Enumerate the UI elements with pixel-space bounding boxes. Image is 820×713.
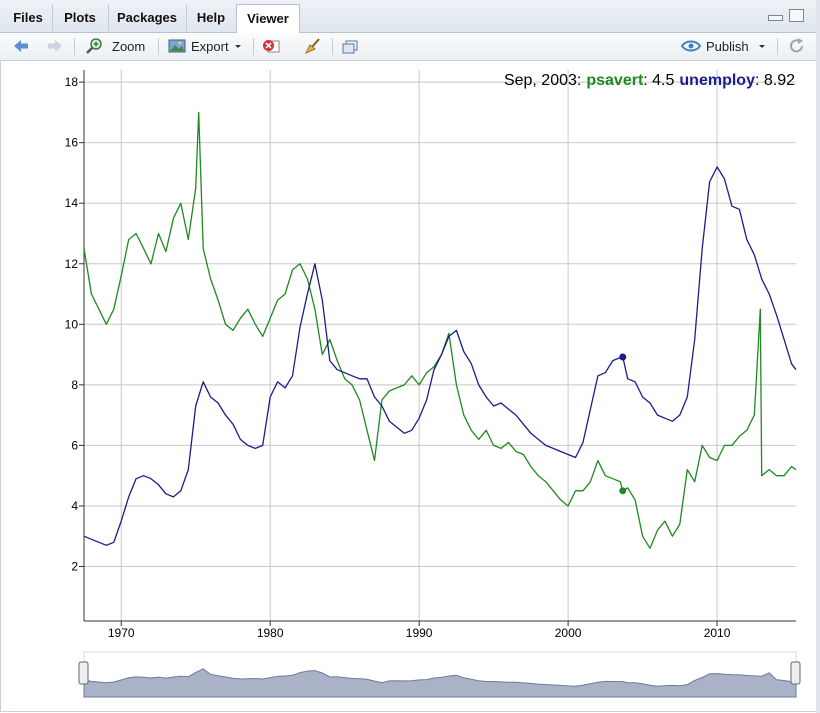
ytick-label-16: 16	[65, 136, 79, 150]
pane-edge	[816, 0, 820, 713]
series-line-psavert	[83, 111, 797, 549]
clear-all-broom-icon[interactable]	[304, 38, 322, 54]
xtick-label-2000: 2000	[555, 626, 582, 640]
legend-series-psavert: psavert	[586, 72, 644, 89]
remove-viewer-item-icon[interactable]	[262, 38, 280, 54]
chart-highlight-points	[619, 353, 627, 495]
maximize-icon[interactable]	[789, 9, 804, 22]
show-in-new-window-icon[interactable]	[342, 38, 360, 54]
publish-button[interactable]: Publish	[706, 39, 749, 54]
ytick-label-18: 18	[65, 75, 79, 89]
legend-series-unemploy: unemploy	[679, 72, 755, 89]
zoom-icon[interactable]	[86, 38, 104, 54]
tab-viewer[interactable]: Viewer	[236, 4, 300, 33]
tab-files[interactable]: Files	[4, 4, 53, 31]
legend-readout: Sep, 2003: psavert: 4.5 unemploy: 8.92	[504, 72, 795, 89]
range-selector	[78, 651, 801, 698]
chart-tick-labels: 2 4 6 8 10 12 14 16 18 1970 1980 1990 2000 2010	[65, 75, 731, 640]
ytick-label-4: 4	[71, 499, 78, 513]
tab-plots[interactable]: Plots	[52, 4, 109, 31]
highlight-point-unemploy	[619, 353, 627, 361]
export-button[interactable]: Export	[191, 39, 229, 54]
ytick-label-2: 2	[71, 560, 78, 574]
ytick-label-8: 8	[71, 378, 78, 392]
refresh-icon[interactable]	[788, 38, 806, 54]
chart-grid	[84, 70, 796, 621]
tab-packages[interactable]: Packages	[108, 4, 187, 31]
chart-axes	[79, 70, 796, 626]
xtick-label-1970: 1970	[108, 626, 135, 640]
range-selector-mini-plot	[83, 668, 797, 698]
ytick-label-14: 14	[65, 196, 79, 210]
publish-icon[interactable]	[680, 38, 702, 54]
zoom-button[interactable]: Zoom	[112, 39, 146, 54]
xtick-label-2010: 2010	[704, 626, 731, 640]
range-handle-right	[790, 661, 801, 685]
range-handle-left	[78, 661, 89, 685]
back-arrow-icon[interactable]	[12, 38, 30, 54]
ytick-label-10: 10	[65, 317, 79, 331]
chart-lines	[83, 111, 797, 549]
highlight-point-psavert	[619, 487, 627, 495]
export-icon[interactable]	[168, 38, 186, 54]
publish-dropdown-icon[interactable]	[757, 38, 767, 54]
minimize-icon[interactable]	[768, 15, 783, 21]
legend-date: Sep, 2003:	[504, 72, 581, 89]
legend-value-unemploy: 8.92	[764, 72, 795, 89]
pane-tabbar: Files Plots Packages Help Viewer	[0, 0, 820, 33]
legend-value-psavert: 4.5	[652, 72, 674, 89]
forward-arrow-icon[interactable]	[46, 38, 64, 54]
xtick-label-1980: 1980	[257, 626, 284, 640]
ytick-label-12: 12	[65, 257, 79, 271]
export-dropdown-icon[interactable]	[233, 38, 243, 54]
series-line-unemploy	[83, 166, 797, 546]
xtick-label-1990: 1990	[406, 626, 433, 640]
ytick-label-6: 6	[71, 438, 78, 452]
viewer-toolbar: Zoom Export Publish	[0, 33, 820, 61]
